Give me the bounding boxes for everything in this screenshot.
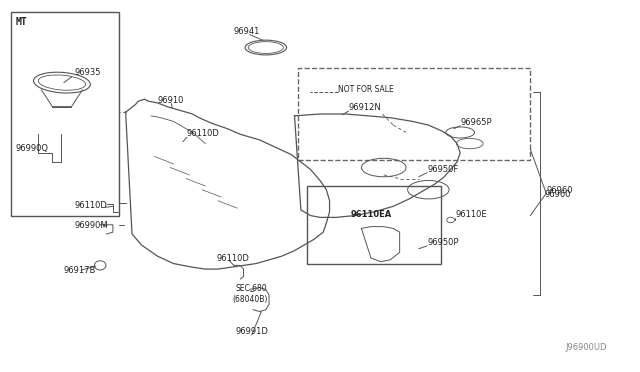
Text: 96960: 96960 <box>544 190 571 199</box>
Text: 96917B: 96917B <box>64 266 96 275</box>
Text: MT: MT <box>15 17 27 28</box>
Text: 96950P: 96950P <box>427 238 458 247</box>
Text: J96900UD: J96900UD <box>565 343 607 352</box>
Text: 96110D: 96110D <box>217 254 250 263</box>
Text: 96990Q: 96990Q <box>15 144 49 153</box>
Bar <box>298 68 531 160</box>
Text: 96990M: 96990M <box>75 221 108 231</box>
Text: 96960: 96960 <box>546 186 573 195</box>
Text: 96110D: 96110D <box>75 201 108 210</box>
Text: SEC.680: SEC.680 <box>236 284 268 293</box>
Text: 96950F: 96950F <box>427 165 458 174</box>
Text: 96912N: 96912N <box>349 103 381 112</box>
Text: 96965P: 96965P <box>460 118 492 127</box>
Text: 96991D: 96991D <box>236 327 269 336</box>
Text: 96941: 96941 <box>234 27 260 36</box>
Text: (68040B): (68040B) <box>232 295 268 304</box>
Text: 96110EA: 96110EA <box>351 211 392 219</box>
Bar <box>11 13 119 215</box>
Text: 96935: 96935 <box>75 68 101 77</box>
Text: 96910: 96910 <box>157 96 184 105</box>
Bar <box>307 186 441 263</box>
Text: NOT FOR SALE: NOT FOR SALE <box>338 85 394 94</box>
Text: 96110E: 96110E <box>455 211 486 219</box>
Text: 96110D: 96110D <box>186 129 219 138</box>
